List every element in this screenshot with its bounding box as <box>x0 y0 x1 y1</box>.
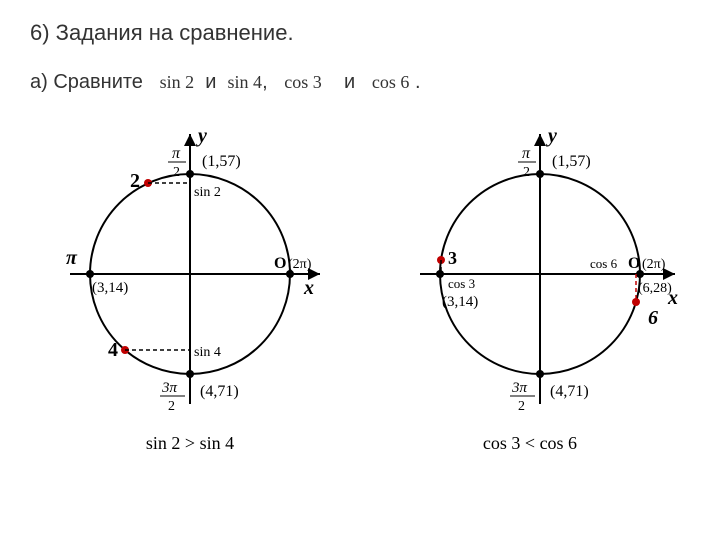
unit-circle-right: y x π 2 (1,57) (3,14) 3π 2 (4,71) O (2π)… <box>370 114 690 424</box>
svg-text:2: 2 <box>168 399 175 414</box>
svg-text:π: π <box>172 145 181 162</box>
svg-text:2: 2 <box>523 165 530 180</box>
period: . <box>415 71 421 93</box>
expr-cos6: cos 6 <box>372 72 410 92</box>
answer-left: sin 2 > sin 4 <box>30 433 350 454</box>
angle-6-label: 6 <box>648 307 658 329</box>
pi-half-val-r: (1,57) <box>552 153 591 170</box>
pi-half-val: (1,57) <box>202 153 241 170</box>
task-subheading: а) Сравните sin 2 и sin 4, cos 3 и cos 6… <box>30 71 690 94</box>
chart-left: y x π 2 (1,57) π (3,14) 3π 2 (4,71) O (2… <box>30 114 350 454</box>
svg-text:3π: 3π <box>511 380 528 396</box>
angle-2-label: 2 <box>130 170 140 192</box>
origin-label: O <box>274 255 286 272</box>
two-pi-label: (2π) <box>288 257 312 272</box>
expr-sin2: sin 2 <box>160 72 195 92</box>
svg-text:π: π <box>522 145 531 162</box>
x-axis-label: x <box>303 277 314 299</box>
angle-4-label: 4 <box>108 339 118 361</box>
connector-2: и <box>344 71 355 93</box>
unit-circle-left: y x π 2 (1,57) π (3,14) 3π 2 (4,71) O (2… <box>30 114 350 424</box>
comma: , <box>262 71 268 93</box>
svg-text:3π: 3π <box>161 380 178 396</box>
chart-right: y x π 2 (1,57) (3,14) 3π 2 (4,71) O (2π)… <box>370 114 690 454</box>
six-val-label: (6,28) <box>638 281 672 296</box>
cos3-label: cos 3 <box>448 276 475 291</box>
task-heading: 6) Задания на сравнение. <box>30 20 690 46</box>
answer-right: cos 3 < cos 6 <box>370 433 690 454</box>
y-axis-label: y <box>196 125 207 147</box>
pi-label: π <box>66 247 78 269</box>
three-pi-half-val-r: (4,71) <box>550 383 589 400</box>
pi-val-r: (3,14) <box>442 294 478 310</box>
cos6-label: cos 6 <box>590 256 618 271</box>
origin-label-r: O <box>628 255 640 272</box>
svg-text:2: 2 <box>173 165 180 180</box>
sin2-label: sin 2 <box>194 185 221 200</box>
angle-3-label: 3 <box>448 248 457 268</box>
connector-1: и <box>205 71 216 93</box>
expr-cos3: cos 3 <box>284 72 322 92</box>
subheading-prefix: а) Сравните <box>30 71 143 93</box>
charts-row: y x π 2 (1,57) π (3,14) 3π 2 (4,71) O (2… <box>30 114 690 454</box>
pi-val: (3,14) <box>92 280 128 296</box>
svg-text:2: 2 <box>518 399 525 414</box>
three-pi-half-val: (4,71) <box>200 383 239 400</box>
sin4-label: sin 4 <box>194 345 221 360</box>
two-pi-label-r: (2π) <box>642 257 666 272</box>
expr-sin4: sin 4 <box>228 72 263 92</box>
y-axis-label-r: y <box>546 125 557 147</box>
